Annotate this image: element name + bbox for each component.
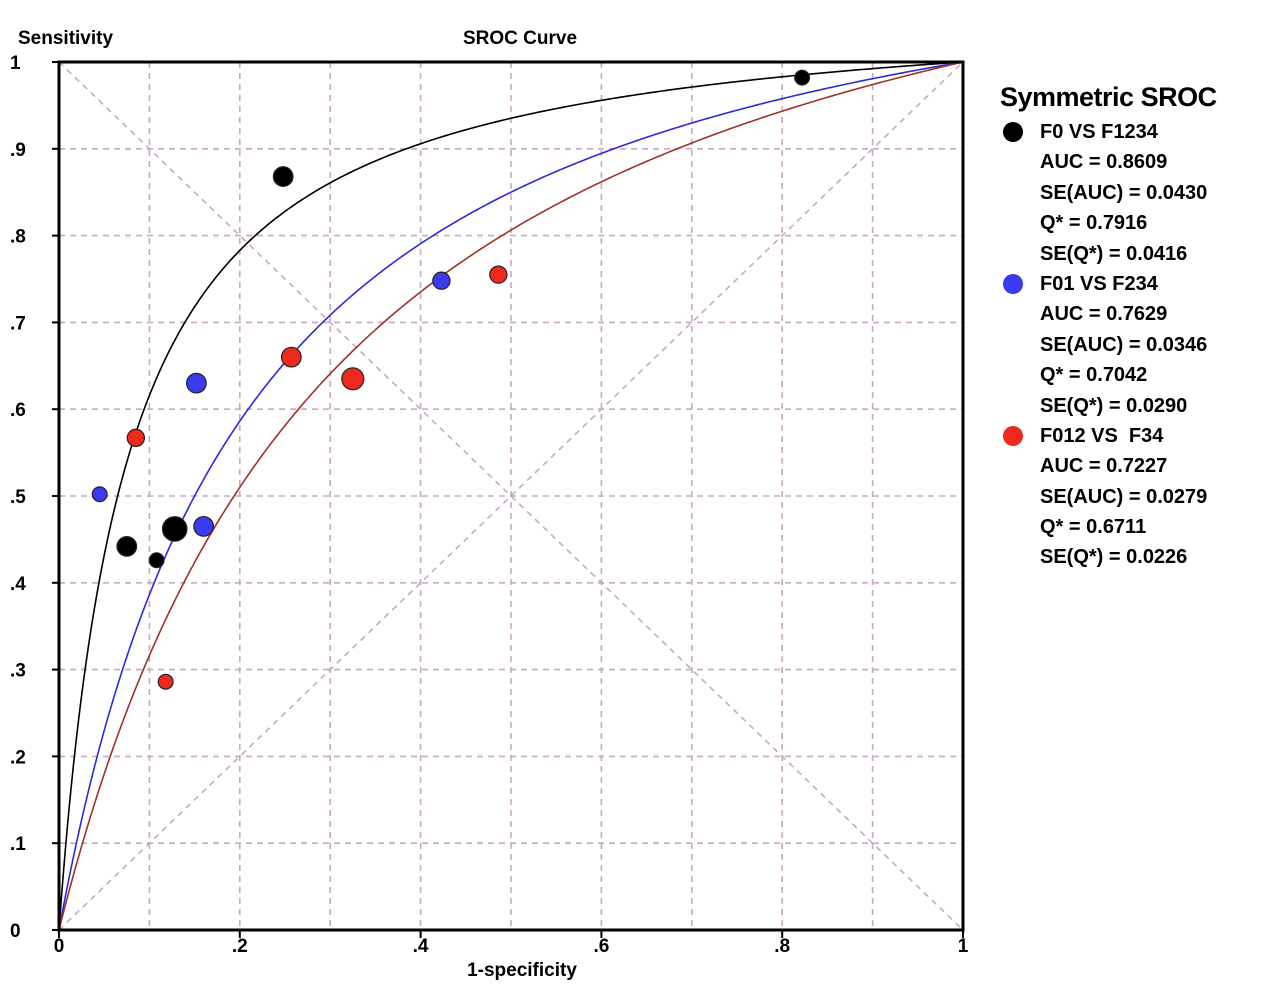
x-tick-label: .6 [593, 936, 609, 957]
study-point-series-1 [272, 166, 294, 187]
x-tick-label: .2 [232, 936, 248, 957]
axis-ticks: 0 .2 .4 .6 .8 1 0 .1 .2 .3 .4 .5 .6 .7 .8 .9 1 [10, 53, 969, 957]
grid-lines [59, 62, 963, 930]
y-tick-label: 1 [10, 53, 21, 74]
y-tick-label: .1 [10, 834, 26, 855]
study-point-series-3 [157, 673, 174, 690]
y-tick-label: .8 [10, 227, 26, 248]
legend-stat: AUC = 0.8609 [1040, 151, 1168, 174]
legend-group-1: F0 VS F1234 AUC = 0.8609 SE(AUC) = 0.0430 Q… [1000, 117, 1260, 269]
study-point-series-1 [116, 535, 138, 557]
y-tick-label: .4 [10, 574, 26, 595]
legend-stat: SE(Q*) = 0.0226 [1040, 546, 1188, 569]
legend-group-2: F01 VS F234 AUC = 0.7629 SE(AUC) = 0.0346 Q… [1000, 269, 1260, 421]
study-point-series-3 [341, 367, 365, 391]
y-tick-label: 0 [10, 921, 21, 942]
legend-groups: F0 VS F1234 AUC = 0.8609 SE(AUC) = 0.0430 Q… [1000, 117, 1260, 573]
legend-stat: SE(AUC) = 0.0279 [1040, 485, 1208, 508]
study-point-series-2 [186, 372, 207, 394]
y-tick-label: .3 [10, 661, 26, 682]
sroc-curve-series-1 [58, 61, 964, 931]
chart-title: SROC Curve [463, 28, 577, 49]
x-tick-label: 1 [958, 936, 969, 957]
legend-stat: Q* = 0.7916 [1040, 212, 1148, 235]
legend-stat: SE(AUC) = 0.0430 [1040, 181, 1208, 204]
legend-entry-header: F012 VS F34 [1000, 421, 1260, 451]
y-tick-label: .7 [10, 313, 26, 334]
sroc-curve-series-3 [58, 61, 964, 931]
y-tick-label: .2 [10, 747, 26, 768]
study-point-series-1 [794, 69, 811, 86]
study-point-series-3 [126, 428, 146, 448]
y-tick-label: .9 [10, 140, 26, 161]
x-axis-label: 1-specificity [467, 960, 577, 981]
study-point-series-2 [91, 486, 108, 503]
legend-series-name: F012 VS F34 [1040, 424, 1164, 447]
legend-series-name: F01 VS F234 [1040, 272, 1158, 295]
legend-entry-header: F01 VS F234 [1000, 269, 1260, 299]
legend-marker [1003, 274, 1023, 295]
legend-entry-header: F0 VS F1234 [1000, 117, 1260, 147]
legend-marker [1003, 122, 1023, 143]
legend-stat: SE(AUC) = 0.0346 [1040, 333, 1208, 356]
study-point-series-2 [193, 515, 215, 537]
legend-stat: AUC = 0.7629 [1040, 303, 1168, 326]
legend-title: Symmetric SROC [1000, 82, 1217, 112]
legend-stat: AUC = 0.7227 [1040, 455, 1168, 478]
y-axis-label: Sensitivity [18, 28, 113, 49]
y-tick-label: .6 [10, 400, 26, 421]
legend-stat: Q* = 0.7042 [1040, 364, 1148, 387]
study-point-series-1 [161, 516, 188, 542]
x-tick-label: 0 [54, 936, 65, 957]
legend-marker [1003, 426, 1023, 447]
legend-series-name: F0 VS F1234 [1040, 121, 1158, 143]
study-points [91, 69, 811, 690]
y-tick-label: .5 [10, 487, 26, 508]
study-point-series-3 [489, 265, 508, 284]
study-point-series-3 [280, 346, 302, 368]
legend-stat: Q* = 0.6711 [1040, 516, 1147, 539]
legend: Symmetric SROC F0 VS F1234 AUC = 0.8609 SE… [1000, 82, 1260, 573]
legend-stat: SE(Q*) = 0.0290 [1040, 394, 1188, 417]
study-point-series-2 [432, 271, 451, 290]
x-tick-label: .8 [774, 936, 790, 957]
legend-stat: SE(Q*) = 0.0416 [1040, 242, 1188, 265]
x-tick-label: .4 [413, 936, 429, 957]
legend-group-3: F012 VS F34 AUC = 0.7227 SE(AUC) = 0.0279 Q… [1000, 421, 1260, 573]
study-point-series-1 [148, 552, 165, 569]
